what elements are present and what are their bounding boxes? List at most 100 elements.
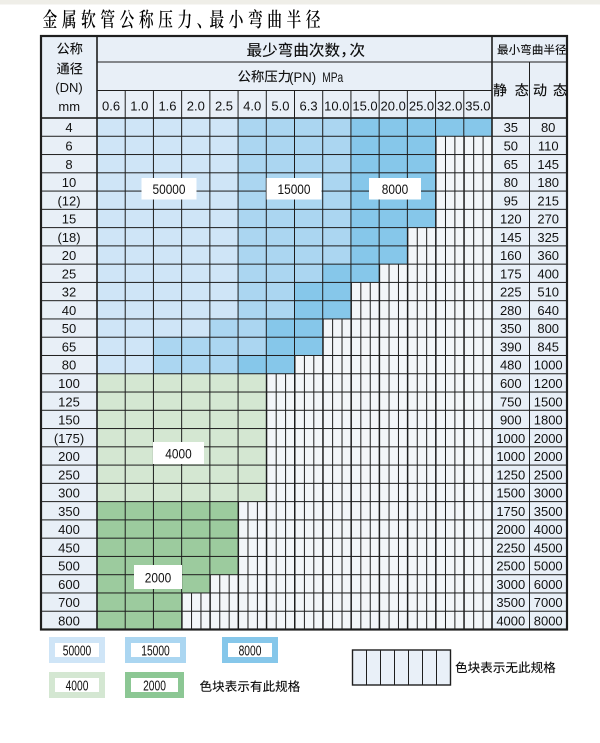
svg-text:280: 280 [500, 303, 522, 318]
svg-text:750: 750 [500, 394, 522, 409]
svg-text:15.0: 15.0 [352, 99, 377, 114]
svg-text:390: 390 [500, 339, 522, 354]
svg-text:10.0: 10.0 [324, 99, 349, 114]
svg-text:4000: 4000 [165, 446, 192, 461]
svg-text:(DN): (DN) [55, 80, 82, 95]
svg-text:4: 4 [65, 120, 72, 135]
svg-text:35.0: 35.0 [465, 99, 490, 114]
svg-text:1000: 1000 [534, 358, 563, 373]
svg-text:300: 300 [58, 486, 80, 501]
svg-text:125: 125 [58, 394, 80, 409]
svg-text:20.0: 20.0 [381, 99, 406, 114]
svg-text:1500: 1500 [496, 486, 525, 501]
svg-text:1200: 1200 [534, 376, 563, 391]
svg-text:100: 100 [58, 376, 80, 391]
svg-text:15000: 15000 [278, 182, 311, 197]
svg-text:640: 640 [537, 303, 559, 318]
svg-text:145: 145 [537, 157, 559, 172]
svg-text:4500: 4500 [534, 540, 563, 555]
svg-text:2500: 2500 [496, 559, 525, 574]
svg-text:360: 360 [537, 248, 559, 263]
svg-text:2000: 2000 [534, 449, 563, 464]
svg-text:175: 175 [500, 266, 522, 281]
svg-text:1.0: 1.0 [130, 99, 148, 114]
svg-text:900: 900 [500, 413, 522, 428]
svg-text:2000: 2000 [534, 431, 563, 446]
svg-text:mm: mm [58, 99, 80, 114]
svg-text:6: 6 [65, 139, 72, 154]
svg-text:15000: 15000 [141, 644, 170, 660]
svg-text:8000: 8000 [382, 182, 409, 197]
svg-text:2000: 2000 [496, 522, 525, 537]
svg-text:2500: 2500 [534, 467, 563, 482]
svg-text:95: 95 [504, 193, 518, 208]
svg-text:120: 120 [500, 212, 522, 227]
svg-text:4000: 4000 [534, 522, 563, 537]
svg-text:50: 50 [504, 139, 518, 154]
svg-text:25.0: 25.0 [409, 99, 434, 114]
svg-text:2.5: 2.5 [215, 99, 233, 114]
svg-text:20: 20 [62, 248, 76, 263]
svg-text:80: 80 [541, 120, 555, 135]
svg-text:35: 35 [504, 120, 518, 135]
svg-text:50000: 50000 [63, 644, 92, 660]
svg-text:(12): (12) [57, 193, 80, 208]
svg-text:6.3: 6.3 [300, 99, 318, 114]
svg-text:180: 180 [537, 175, 559, 190]
svg-text:270: 270 [537, 212, 559, 227]
svg-text:215: 215 [537, 193, 559, 208]
svg-text:250: 250 [58, 467, 80, 482]
svg-text:65: 65 [504, 157, 518, 172]
svg-text:(18): (18) [57, 230, 80, 245]
svg-text:3000: 3000 [534, 486, 563, 501]
svg-text:225: 225 [500, 285, 522, 300]
svg-text:6000: 6000 [534, 577, 563, 592]
svg-text:1500: 1500 [534, 394, 563, 409]
svg-text:845: 845 [537, 339, 559, 354]
svg-text:3500: 3500 [534, 504, 563, 519]
svg-text:700: 700 [58, 595, 80, 610]
svg-text:80: 80 [62, 358, 76, 373]
svg-text:1000: 1000 [496, 431, 525, 446]
svg-text:8000: 8000 [239, 644, 262, 660]
svg-text:(175): (175) [54, 431, 84, 446]
svg-text:MPa: MPa [322, 69, 343, 85]
svg-text:(PN): (PN) [289, 69, 316, 85]
svg-text:2.0: 2.0 [187, 99, 205, 114]
svg-text:350: 350 [500, 321, 522, 336]
svg-text:450: 450 [58, 540, 80, 555]
svg-text:80: 80 [504, 175, 518, 190]
svg-text:600: 600 [500, 376, 522, 391]
svg-text:2000: 2000 [145, 570, 172, 585]
svg-text:350: 350 [58, 504, 80, 519]
svg-text:32.0: 32.0 [437, 99, 462, 114]
svg-text:65: 65 [62, 339, 76, 354]
svg-text:5.0: 5.0 [271, 99, 289, 114]
svg-text:10: 10 [62, 175, 76, 190]
svg-text:7000: 7000 [534, 595, 563, 610]
svg-text:32: 32 [62, 285, 76, 300]
svg-text:15: 15 [62, 212, 76, 227]
svg-text:145: 145 [500, 230, 522, 245]
svg-text:110: 110 [538, 139, 559, 154]
svg-text:160: 160 [500, 248, 522, 263]
svg-text:4.0: 4.0 [243, 99, 261, 114]
svg-text:1800: 1800 [534, 413, 563, 428]
svg-text:200: 200 [58, 449, 80, 464]
svg-text:1.6: 1.6 [158, 99, 176, 114]
svg-text:400: 400 [537, 266, 559, 281]
svg-text:50: 50 [62, 321, 76, 336]
svg-text:3500: 3500 [496, 595, 525, 610]
svg-text:325: 325 [537, 230, 559, 245]
svg-text:1000: 1000 [496, 449, 525, 464]
svg-text:400: 400 [58, 522, 80, 537]
svg-text:0.6: 0.6 [102, 99, 120, 114]
svg-text:25: 25 [62, 266, 76, 281]
svg-text:4000: 4000 [66, 679, 89, 695]
svg-text:2250: 2250 [496, 540, 525, 555]
svg-text:510: 510 [537, 285, 559, 300]
svg-text:40: 40 [62, 303, 76, 318]
svg-text:2000: 2000 [143, 679, 166, 695]
svg-text:50000: 50000 [153, 182, 186, 197]
svg-text:150: 150 [58, 413, 80, 428]
